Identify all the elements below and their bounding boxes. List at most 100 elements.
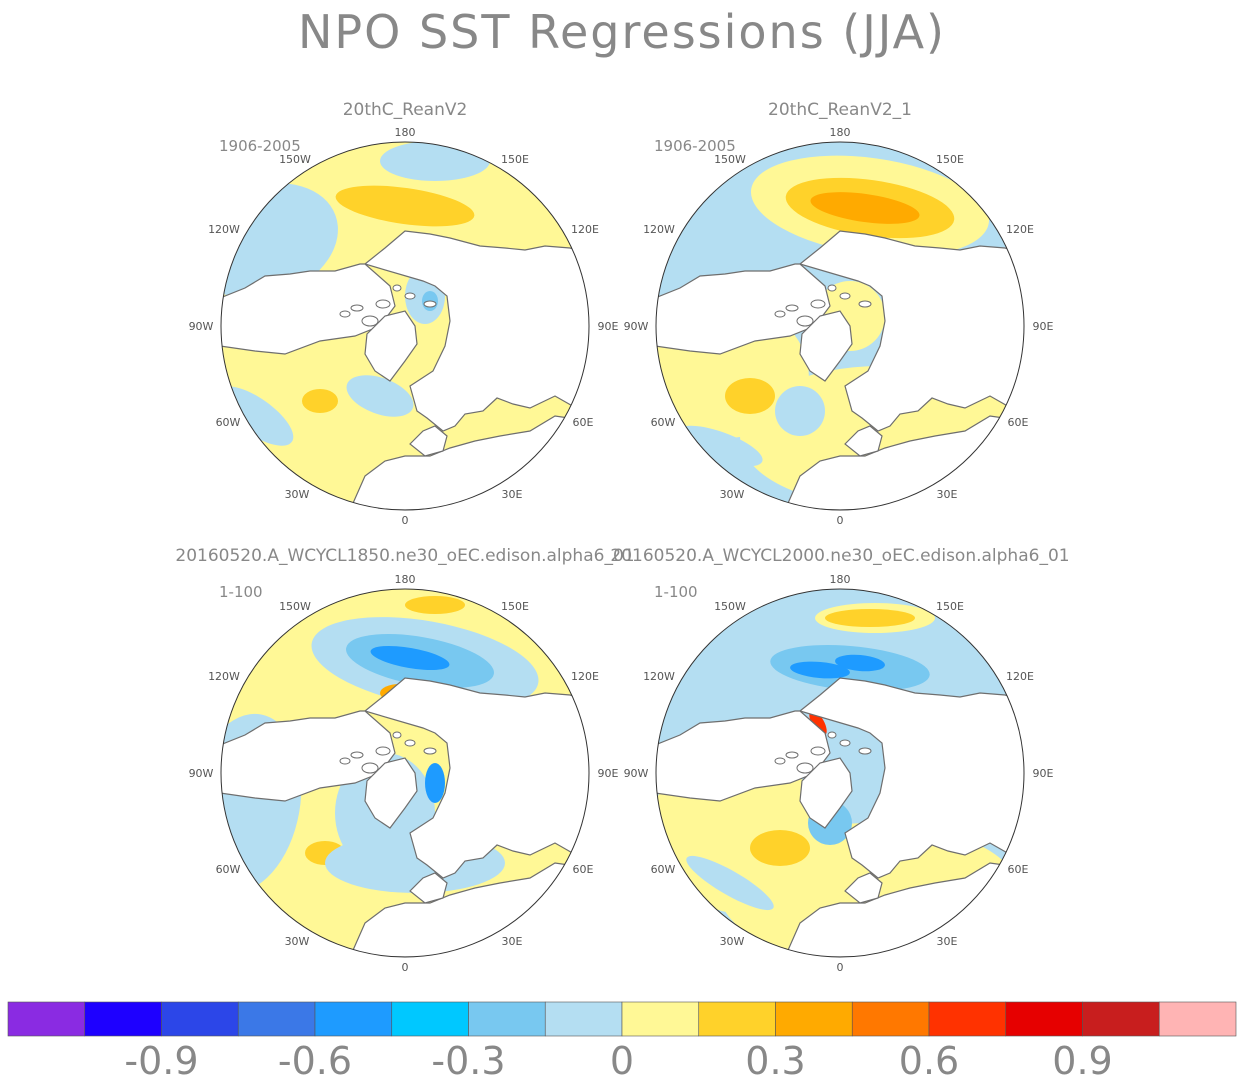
lon-label-60w: 60W — [216, 863, 241, 876]
lon-label-120e: 120E — [571, 223, 599, 236]
land-group — [656, 677, 1024, 957]
land-eurasia — [363, 677, 589, 879]
lon-label-90w: 90W — [189, 320, 214, 333]
map-panel-20thc-reanv2-1: 180 150E 120E 90E 60E 30E 0 30W 60W 90W 120W 150W — [624, 126, 1054, 527]
lon-label-0: 0 — [837, 514, 844, 527]
colorbar-swatch-15 — [1158, 1001, 1237, 1037]
field-pos-pacific-band — [335, 185, 475, 227]
land-island-2 — [785, 751, 799, 759]
land-island-1 — [810, 299, 826, 309]
map-panel-wcycl1850: 180 150E 120E 90E 60E 30E 0 30W 60W 90W 120W 150W — [189, 573, 619, 974]
lon-label-60e: 60E — [573, 416, 594, 429]
lon-label-90w: 90W — [189, 767, 214, 780]
field-pos-pacific-core — [810, 192, 920, 224]
lon-label-180: 180 — [395, 126, 416, 139]
lon-label-30w: 30W — [720, 488, 745, 501]
land-group — [221, 677, 589, 957]
lon-label-150e: 150E — [501, 600, 529, 613]
panel-period-1: 1906-2005 — [219, 137, 301, 155]
field-pos-north-band — [825, 609, 915, 627]
map-rim — [655, 141, 1025, 511]
map-rim — [220, 141, 590, 511]
lon-label-60e: 60E — [1008, 416, 1029, 429]
land-iberia — [844, 425, 883, 457]
field-neg-mid-atlantic — [346, 375, 414, 417]
field-neg-pacific-core — [370, 645, 450, 671]
colorbar-swatch-11 — [851, 1001, 930, 1037]
lon-label-30e: 30E — [502, 935, 523, 948]
field-neg-nordic — [425, 763, 445, 803]
lon-label-30w: 30W — [285, 488, 310, 501]
colorbar-swatch-1 — [84, 1001, 162, 1037]
lon-label-90e: 90E — [598, 767, 619, 780]
ocean-field — [221, 589, 589, 957]
colorbar-label-1: -0.6 — [278, 1039, 352, 1082]
map-rim — [220, 588, 590, 958]
land-greenland — [364, 757, 418, 829]
land-island-2 — [785, 304, 799, 312]
panel-title-4: 20160520.A_WCYCL2000.ne30_oEC.edison.alp… — [610, 546, 1069, 566]
land-island-4 — [339, 310, 351, 318]
field-neg-subtropic — [677, 425, 763, 467]
land-island-6 — [827, 284, 837, 292]
lon-label-150w: 150W — [279, 600, 311, 613]
field-pos-north-band — [405, 596, 465, 614]
colorbar-swatch-6 — [468, 1001, 546, 1037]
field-neg-subtropic — [686, 855, 774, 911]
land-group — [221, 230, 589, 510]
lon-label-30e: 30E — [937, 488, 958, 501]
land-island-2 — [350, 751, 364, 759]
lon-label-60w: 60W — [651, 863, 676, 876]
lon-label-90e: 90E — [1033, 767, 1054, 780]
land-island-5 — [423, 747, 437, 755]
lon-label-90e: 90E — [598, 320, 619, 333]
colorbar-swatch-4 — [314, 1001, 393, 1037]
land-island-5 — [858, 747, 872, 755]
land-island-0 — [361, 315, 379, 327]
land-eurasia — [798, 677, 1024, 879]
colorbar-label-3: 0 — [610, 1039, 634, 1082]
colorbar: -0.9 -0.6 -0.3 0 0.3 0.6 0.9 — [7, 1001, 1237, 1082]
colorbar-swatch-7 — [544, 1001, 623, 1037]
land-island-0 — [796, 762, 814, 774]
colorbar-swatch-12 — [928, 1001, 1007, 1037]
lon-label-150e: 150E — [936, 153, 964, 166]
colorbar-swatch-2 — [161, 1001, 239, 1037]
land-island-6 — [392, 284, 402, 292]
lon-label-120e: 120E — [571, 670, 599, 683]
colorbar-label-5: 0.6 — [899, 1039, 959, 1082]
field-pos-atlantic-blob — [302, 389, 338, 413]
land-iberia — [844, 872, 883, 904]
colorbar-label-6: 0.9 — [1052, 1039, 1112, 1082]
lon-label-60w: 60W — [651, 416, 676, 429]
lon-label-60w: 60W — [216, 416, 241, 429]
colorbar-label-0: -0.9 — [124, 1039, 198, 1082]
land-greenland — [799, 757, 853, 829]
lon-label-120e: 120E — [1006, 670, 1034, 683]
figure-title: NPO SST Regressions (JJA) — [298, 5, 946, 59]
land-island-3 — [404, 739, 416, 747]
lon-label-60e: 60E — [1008, 863, 1029, 876]
colorbar-swatch-13 — [1005, 1001, 1083, 1037]
lon-label-120w: 120W — [208, 223, 240, 236]
colorbar-swatch-10 — [775, 1001, 853, 1037]
land-iberia — [409, 872, 448, 904]
colorbar-swatch-5 — [391, 1001, 469, 1037]
map-rim — [655, 588, 1025, 958]
panel-period-4: 1-100 — [654, 583, 698, 601]
lon-label-0: 0 — [837, 961, 844, 974]
land-island-0 — [796, 315, 814, 327]
land-greenland — [364, 310, 418, 382]
ocean-field — [656, 142, 1024, 510]
colorbar-swatch-14 — [1082, 1001, 1160, 1037]
land-north-america — [221, 710, 396, 802]
lon-label-90w: 90W — [624, 767, 649, 780]
colorbar-swatch-9 — [698, 1001, 776, 1037]
land-north-america — [656, 710, 831, 802]
land-group — [656, 230, 1024, 510]
lon-label-90e: 90E — [1033, 320, 1054, 333]
ocean-field — [656, 589, 1024, 957]
colorbar-label-4: 0.3 — [745, 1039, 805, 1082]
field-neg-pacific-core — [790, 661, 850, 679]
field-neg-pacific-core-2 — [835, 654, 885, 672]
